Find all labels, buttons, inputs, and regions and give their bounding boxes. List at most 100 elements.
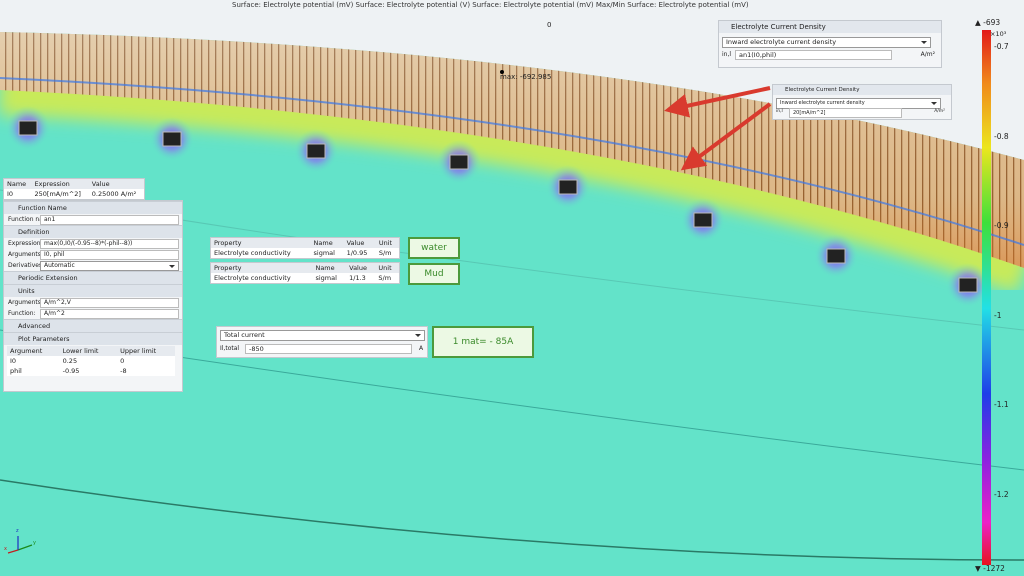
table-row: Electrolyte conductivity sigmal 1/1.3 S/m [211,273,399,283]
axis-label: z [16,528,19,534]
section-header[interactable]: Periodic Extension [4,271,182,284]
header-row: Argument Lower limit Upper limit [7,346,175,356]
value-input[interactable]: -850 [245,344,412,354]
colorbar [982,30,991,565]
table-row: phil -0.95 -8 [7,366,175,376]
table: Property Name Value Unit Electrolyte conduct… [211,238,399,258]
cell: I0 [10,357,17,365]
dropdown[interactable]: Inward electrolyte current density [722,37,931,49]
function-panel: Function Name Function name: an1 Definition… [3,200,183,392]
cell: 250[mA/m^2] [34,190,81,198]
center-label: 0 [547,21,552,29]
unit: A [419,345,424,352]
column-header: Unit [375,263,399,273]
settings-panel: Electrolyte Current Density Inward electr… [772,84,952,120]
symbol: in,l [722,51,732,59]
field-input[interactable]: A/m^2,V [40,298,179,308]
colorbar-tick: -0.9 [994,221,1009,231]
cell: S/m [378,274,392,282]
cell: phil [10,367,22,375]
cell: S/m [378,249,392,257]
cell: -0.95 [62,367,80,375]
field-row: Arguments: A/m^2,V [4,297,182,308]
column-header: Value [343,238,376,248]
field-row: Expression: max(0,I0/(-0.95--8)*(-phil--8… [4,238,182,249]
column-header: Name [4,179,32,189]
colorbar-max: ▲ -693 [975,18,1001,27]
field-line [0,479,1024,561]
column-header: Upper limit [117,346,175,356]
field-label: Derivatives: [8,262,45,269]
unit: A/m² [920,51,935,59]
column-header: Unit [375,238,399,248]
field-label: Arguments: [8,299,43,306]
table-row: I0 0.25 0 [7,356,175,366]
panel-title: Electrolyte Current Density [719,21,941,33]
column-header: Name [310,238,344,248]
column-header: Argument [7,346,60,356]
field-input[interactable]: max(0,I0/(-0.95--8)*(-phil--8)) [40,239,179,249]
max-marker [500,70,504,74]
field-row: Derivatives: Automatic [4,260,182,271]
field-row: Function name: an1 [4,214,182,225]
column-header: Name [312,263,347,273]
cell: sigmal [315,274,337,282]
table-row: Electrolyte conductivity sigmal 1/0.95 S/m [211,248,399,258]
colorbar-tick: -1 [994,310,1002,320]
settings-panel: Electrolyte Current Density Inward electr… [718,20,942,68]
colorbar-tick: -1.1 [994,400,1009,410]
cell: Electrolyte conductivity [214,274,291,282]
table: Property Name Value Unit Electrolyte conduct… [211,263,399,283]
field-label: Arguments: [8,251,43,258]
table: Name Expression Value I0 250[mA/m^2] 0.25000 … [4,179,144,199]
cell: 0.25 [62,357,78,365]
column-header: Value [88,179,144,189]
field-row: Arguments: I0, phil [4,249,182,260]
cell: 1/0.95 [346,249,368,257]
section-header[interactable]: Definition [4,225,182,238]
note-box: 1 mat= - 85A [432,326,534,358]
header-row: Property Name Value Unit [211,263,399,273]
column-header: Property [211,238,311,248]
note-box: water [408,237,460,259]
table: Argument Lower limit Upper limit I0 0.25 0 phi… [7,346,175,376]
value-input[interactable]: 20[mA/m^2] [789,107,902,118]
plot-title: Surface: Electrolyte potential (mV) Surf… [232,1,749,9]
value-input[interactable]: an1(I0,phil) [735,49,892,60]
header-row: Name Expression Value [4,179,144,189]
section-header[interactable]: Function Name [4,201,182,214]
arrow [664,86,771,118]
axis-label: y [33,540,36,546]
column-header: Lower limit [59,346,118,356]
field-input[interactable]: Automatic [40,261,179,271]
total-current-panel: Total current Il,total -850 A [216,326,428,358]
column-header: Expression [31,179,89,189]
cell: 0.25000 A/m² [91,190,137,198]
max-label: max: -692.985 [500,73,552,81]
header-row: Property Name Value Unit [211,238,399,248]
wall-shade [0,32,1024,268]
cell: Electrolyte conductivity [214,249,291,257]
field-input[interactable]: A/m^2 [40,309,179,319]
section-header[interactable]: Advanced [4,319,182,332]
axis-label: x [4,546,7,552]
field-label: Function name: [8,216,55,223]
note-box: Mud [408,263,460,285]
colorbar-scale: ×10³ [990,30,1007,38]
property-table: Property Name Value Unit Electrolyte conduct… [210,237,400,259]
cell: 0 [120,357,125,365]
wall-glow [0,69,1024,294]
field-input[interactable]: I0, phil [40,250,179,260]
mats [6,106,990,307]
field-label: Expression: [8,240,43,247]
column-header: Value [346,263,376,273]
arrow [680,102,772,171]
symbol: Il,total [220,345,240,352]
field-input[interactable]: an1 [40,215,179,225]
section-header[interactable]: Units [4,284,182,297]
property-table: Property Name Value Unit Electrolyte conduct… [210,262,400,284]
section-header[interactable]: Plot Parameters [4,332,182,345]
dropdown[interactable]: Total current [220,330,425,341]
axis-triad [7,536,33,554]
